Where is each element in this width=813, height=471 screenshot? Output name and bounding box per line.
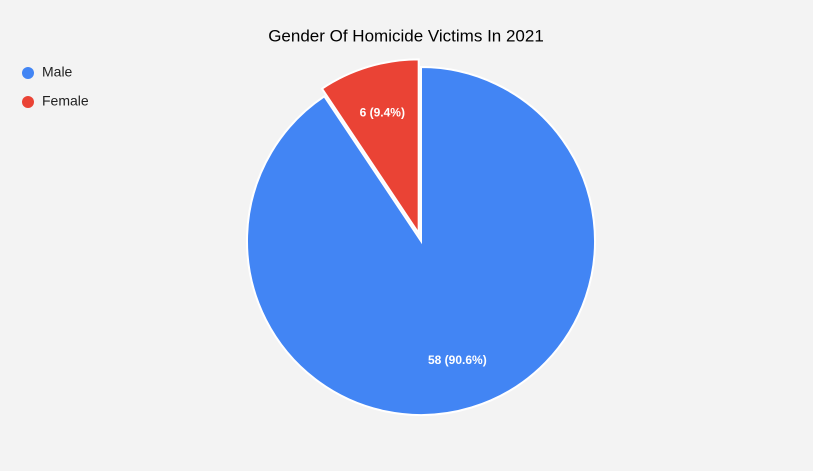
value-label: 58 (90.6%) bbox=[428, 353, 487, 367]
value-label: 6 (9.4%) bbox=[360, 106, 405, 120]
legend-marker bbox=[22, 96, 34, 108]
chart-title: Gender Of Homicide Victims In 2021 bbox=[268, 26, 544, 45]
pie-slice bbox=[320, 58, 420, 237]
legend-label: Male bbox=[42, 64, 73, 80]
legend-marker bbox=[22, 67, 34, 79]
legend-label: Female bbox=[42, 93, 89, 109]
pie-slice bbox=[246, 65, 596, 416]
